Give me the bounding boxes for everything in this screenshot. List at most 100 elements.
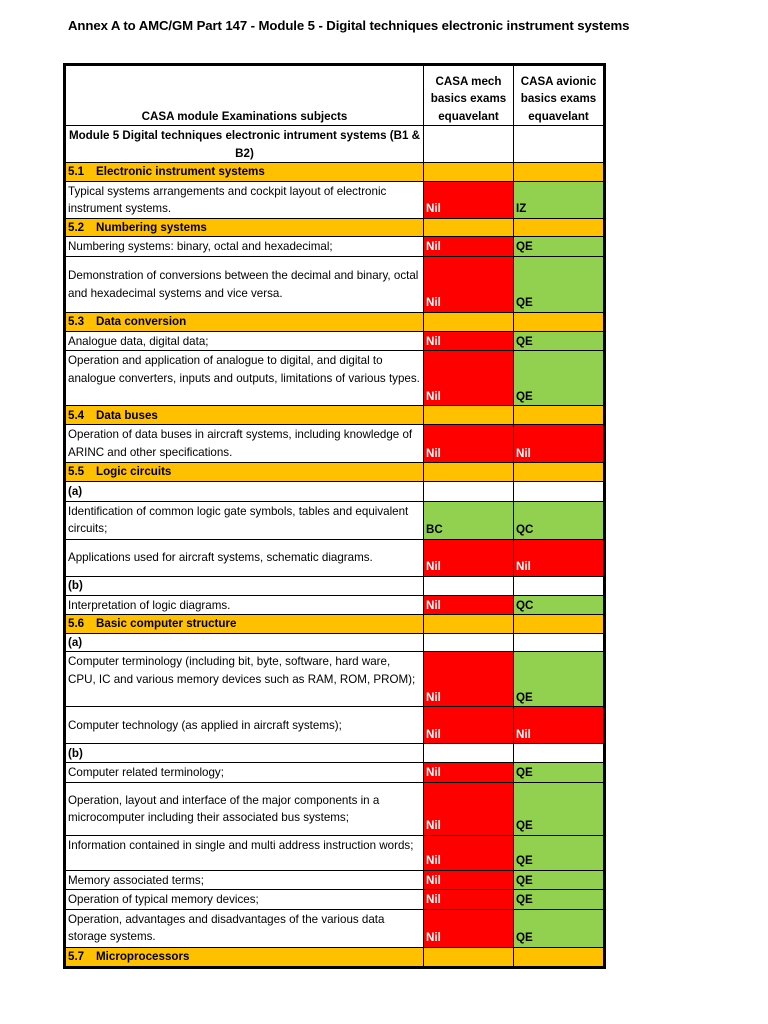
avionic-status: QE: [513, 255, 604, 313]
document-title: Annex A to AMC/GM Part 147 - Module 5 - …: [68, 18, 630, 33]
table-row: Interpretation of logic diagrams. Nil QC: [65, 594, 604, 615]
avionic-status: QC: [513, 594, 604, 615]
mech-status: Nil: [423, 781, 514, 836]
subsection-row: (b): [65, 575, 604, 596]
section-label: 5.4 Data buses: [65, 405, 424, 425]
subsection-row: (a): [65, 632, 604, 652]
section-label: 5.7 Microprocessors: [65, 946, 424, 967]
table-row: Applications used for aircraft systems, …: [65, 538, 604, 577]
mech-status: Nil: [423, 706, 514, 744]
subsection-row: (b): [65, 743, 604, 763]
table-row: Operation, layout and interface of the m…: [65, 781, 604, 836]
section-row-5-6: 5.6 Basic computer structure: [65, 614, 604, 634]
section-row-5-5: 5.5 Logic circuits: [65, 462, 604, 482]
subsection-label: (a): [65, 632, 424, 652]
subsection-label: (b): [65, 575, 424, 596]
section-label: 5.1 Electronic instrument systems: [65, 162, 424, 182]
subject-text: Operation, layout and interface of the m…: [65, 781, 424, 836]
header-subjects: CASA module Examinations subjects: [65, 65, 424, 126]
avionic-status: QE: [513, 350, 604, 406]
mech-status: Nil: [423, 236, 514, 257]
table-row: Typical systems arrangements and cockpit…: [65, 180, 604, 219]
section-label: 5.2 Numbering systems: [65, 217, 424, 237]
table-row: Operation and application of analogue to…: [65, 350, 604, 406]
mech-status: Nil: [423, 350, 514, 406]
subject-text: Applications used for aircraft systems, …: [65, 538, 424, 577]
subject-text: Analogue data, digital data;: [65, 330, 424, 351]
subject-text: Computer terminology (including bit, byt…: [65, 651, 424, 707]
header-mech: CASA mech basics exams equavelant: [423, 65, 514, 126]
section-label: 5.3 Data conversion: [65, 311, 424, 332]
mech-status: Nil: [423, 762, 514, 783]
subject-text: Identification of common logic gate symb…: [65, 500, 424, 540]
section-row-5-3: 5.3 Data conversion: [65, 311, 604, 332]
mech-status: Nil: [423, 869, 514, 890]
subject-text: Operation of data buses in aircraft syst…: [65, 424, 424, 463]
subject-text: Demonstration of conversions between the…: [65, 255, 424, 313]
table-row: Demonstration of conversions between the…: [65, 255, 604, 313]
mech-status: Nil: [423, 255, 514, 313]
subject-text: Interpretation of logic diagrams.: [65, 594, 424, 615]
section-row-5-7: 5.7 Microprocessors: [65, 946, 604, 967]
subject-text: Computer related terminology;: [65, 762, 424, 783]
module-title-row: Module 5 Digital techniques electronic i…: [65, 125, 604, 163]
table-row: Operation of data buses in aircraft syst…: [65, 424, 604, 463]
subject-text: Computer technology (as applied in aircr…: [65, 706, 424, 744]
table-row: Identification of common logic gate symb…: [65, 500, 604, 540]
mech-status: BC: [423, 500, 514, 540]
avionic-status: QE: [513, 834, 604, 871]
header-avionic: CASA avionic basics exams equavelant: [513, 65, 604, 126]
module-avionic-empty: [513, 125, 604, 163]
table-row: Computer technology (as applied in aircr…: [65, 706, 604, 744]
subsection-label: (a): [65, 480, 424, 502]
avionic-status: QC: [513, 500, 604, 540]
avionic-status: QE: [513, 762, 604, 783]
table-row: Computer related terminology; Nil QE: [65, 762, 604, 783]
avionic-status: Nil: [513, 706, 604, 744]
avionic-status: QE: [513, 236, 604, 257]
avionic-status: IZ: [513, 180, 604, 219]
subject-text: Operation, advantages and disadvantages …: [65, 908, 424, 948]
table-row: Analogue data, digital data; Nil QE: [65, 330, 604, 351]
mech-status: Nil: [423, 424, 514, 463]
avionic-status: QE: [513, 908, 604, 948]
table-row: Computer terminology (including bit, byt…: [65, 651, 604, 707]
table-row: Operation, advantages and disadvantages …: [65, 908, 604, 948]
table-row: Numbering systems: binary, octal and hex…: [65, 236, 604, 257]
section-row-5-2: 5.2 Numbering systems: [65, 217, 604, 237]
subject-text: Numbering systems: binary, octal and hex…: [65, 236, 424, 257]
subject-text: Information contained in single and mult…: [65, 834, 424, 871]
subsection-row: (a): [65, 480, 604, 502]
module-title: Module 5 Digital techniques electronic i…: [65, 125, 424, 163]
section-row-5-1: 5.1 Electronic instrument systems: [65, 162, 604, 182]
table-row: Information contained in single and mult…: [65, 834, 604, 871]
avionic-status: Nil: [513, 424, 604, 463]
avionic-status: QE: [513, 651, 604, 707]
avionic-status: Nil: [513, 538, 604, 577]
section-label: 5.5 Logic circuits: [65, 462, 424, 482]
subsection-label: (b): [65, 743, 424, 763]
subject-text: Operation and application of analogue to…: [65, 350, 424, 406]
mech-status: Nil: [423, 651, 514, 707]
avionic-status: QE: [513, 330, 604, 351]
subject-text: Memory associated terms;: [65, 869, 424, 890]
mech-status: Nil: [423, 594, 514, 615]
mech-status: Nil: [423, 538, 514, 577]
header-row: CASA module Examinations subjects CASA m…: [65, 65, 604, 126]
section-row-5-4: 5.4 Data buses: [65, 405, 604, 425]
table-row: Operation of typical memory devices; Nil…: [65, 889, 604, 910]
exam-equivalence-table: CASA module Examinations subjects CASA m…: [63, 63, 606, 969]
module-mech-empty: [423, 125, 514, 163]
avionic-status: QE: [513, 781, 604, 836]
avionic-status: QE: [513, 869, 604, 890]
mech-status: Nil: [423, 908, 514, 948]
mech-status: Nil: [423, 180, 514, 219]
mech-status: Nil: [423, 330, 514, 351]
table-row: Memory associated terms; Nil QE: [65, 869, 604, 890]
mech-status: Nil: [423, 889, 514, 910]
subject-text: Typical systems arrangements and cockpit…: [65, 180, 424, 219]
section-label: 5.6 Basic computer structure: [65, 614, 424, 634]
subject-text: Operation of typical memory devices;: [65, 889, 424, 910]
avionic-status: QE: [513, 889, 604, 910]
mech-status: Nil: [423, 834, 514, 871]
